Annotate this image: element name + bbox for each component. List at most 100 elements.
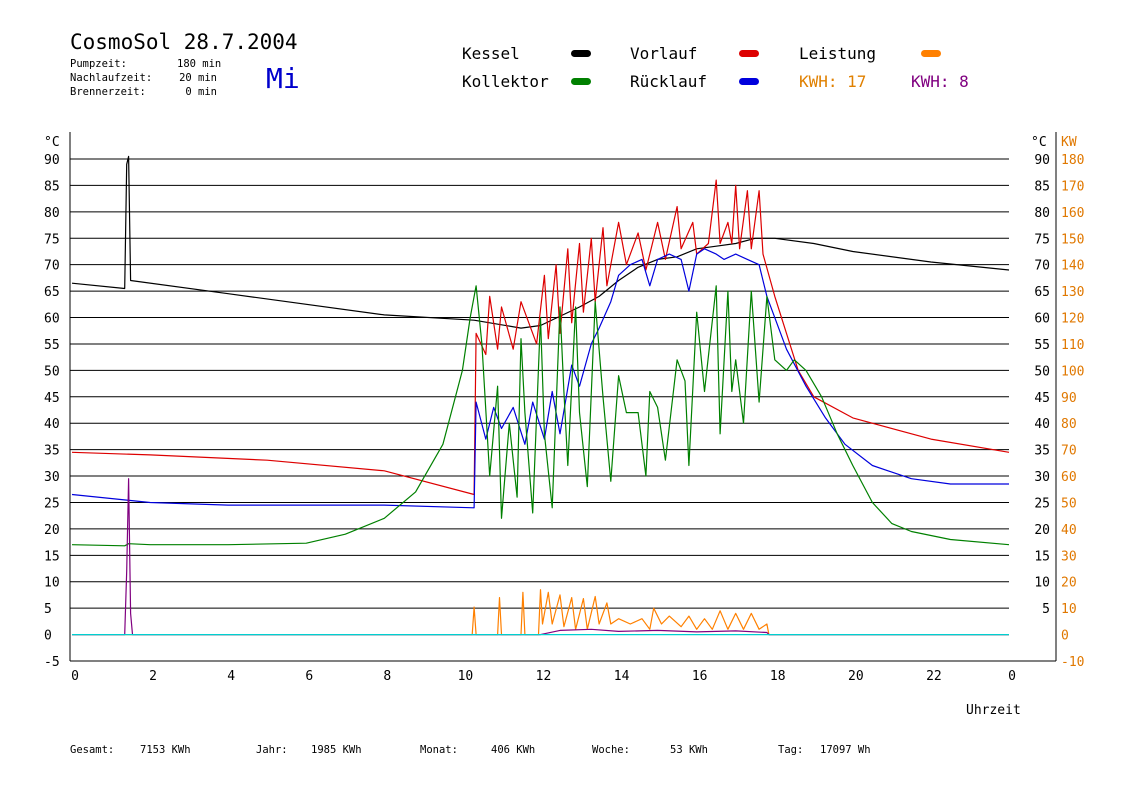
- y-tick-label-left: 40: [44, 417, 60, 432]
- y-tick-label-left: 65: [44, 285, 60, 300]
- y-tick-label-right-kw: 100: [1061, 364, 1084, 379]
- x-tick-label: 16: [692, 669, 708, 684]
- y-tick-label-right-c: 15: [1034, 549, 1050, 564]
- series-r-cklauf: [71, 248, 1009, 509]
- series-vorlauf: [71, 179, 1010, 496]
- y-tick-label-right-kw: 130: [1061, 285, 1084, 300]
- y-tick-label-right-c: 50: [1034, 364, 1050, 379]
- y-tick-label-left: 10: [44, 576, 60, 591]
- y-tick-label-left: 45: [44, 391, 60, 406]
- y-tick-label-right-kw: 140: [1061, 259, 1084, 274]
- y-tick-label-left: 5: [44, 602, 52, 617]
- legend-vorlauf-label: Vorlauf: [630, 44, 698, 63]
- footer-tag-value: 17097 Wh: [820, 744, 871, 756]
- y-tick-label-right-c: 90: [1034, 153, 1050, 168]
- series-kollektor: [71, 285, 1010, 547]
- y-axis-unit-right: °C: [1031, 135, 1047, 150]
- y-tick-label-left: 30: [44, 470, 60, 485]
- y-tick-label-left: -5: [44, 655, 60, 670]
- y-tick-label-right-kw: 80: [1061, 417, 1077, 432]
- footer-woche-label: Woche:: [592, 744, 630, 756]
- y-tick-label-right-c: 55: [1034, 338, 1050, 353]
- y-tick-label-right-kw: 170: [1061, 179, 1084, 194]
- y-tick-label-left: 25: [44, 496, 60, 511]
- y-tick-label-left: 50: [44, 364, 60, 379]
- footer-jahr-value: 1985 KWh: [311, 744, 362, 756]
- legend-kessel-label: Kessel: [462, 44, 520, 63]
- y-tick-label-right-c: 70: [1034, 259, 1050, 274]
- legend-kessel-swatch: [571, 50, 591, 57]
- x-tick-label: 18: [770, 669, 786, 684]
- y-tick-label-right-kw: 70: [1061, 444, 1077, 459]
- y-tick-label-left: 55: [44, 338, 60, 353]
- y-tick-label-left: 70: [44, 259, 60, 274]
- y-tick-label-left: 60: [44, 312, 60, 327]
- y-tick-label-right-c: 20: [1034, 523, 1050, 538]
- x-axis-label: Uhrzeit: [966, 703, 1021, 718]
- param-value-brennerzeit: 0 min: [185, 86, 217, 98]
- y-tick-label-right-c: 85: [1034, 179, 1050, 194]
- weekday-label: Mi: [266, 62, 300, 95]
- y-axis-unit-kw: KW: [1061, 135, 1077, 150]
- y-tick-label-right-kw: 20: [1061, 576, 1077, 591]
- y-tick-label-right-kw: 50: [1061, 496, 1077, 511]
- x-tick-label: 2: [149, 669, 157, 684]
- footer-woche-value: 53 KWh: [670, 744, 708, 756]
- y-tick-label-right-kw: 150: [1061, 232, 1084, 247]
- y-tick-label-left: 20: [44, 523, 60, 538]
- legend-kwh-secondary: KWH: 8: [911, 72, 969, 91]
- y-tick-label-right-kw: 110: [1061, 338, 1084, 353]
- y-axis-unit-left: °C: [44, 135, 60, 150]
- y-tick-label-right-kw: 60: [1061, 470, 1077, 485]
- param-label-pumpzeit: Pumpzeit:: [70, 58, 127, 70]
- footer-tag-label: Tag:: [778, 744, 804, 756]
- y-tick-label-right-kw: 120: [1061, 312, 1084, 327]
- legend-kollektor-swatch: [571, 78, 591, 85]
- y-tick-label-right-kw: 0: [1061, 629, 1069, 644]
- legend-kwh-leistung: KWH: 17: [799, 72, 867, 91]
- y-tick-label-left: 0: [44, 629, 52, 644]
- y-tick-label-left: 35: [44, 444, 60, 459]
- y-tick-label-left: 80: [44, 206, 60, 221]
- param-value-nachlaufzeit: 20 min: [179, 72, 217, 84]
- x-tick-label: 14: [614, 669, 630, 684]
- footer-monat-label: Monat:: [420, 744, 458, 756]
- legend-ruecklauf-swatch: [739, 78, 759, 85]
- legend-leistung-swatch: [921, 50, 941, 57]
- x-tick-label: 0: [71, 669, 79, 684]
- y-tick-label-right-c: 30: [1034, 470, 1050, 485]
- y-tick-label-right-kw: 180: [1061, 153, 1084, 168]
- legend-leistung-label: Leistung: [799, 44, 877, 63]
- y-tick-label-right-kw: -10: [1061, 655, 1084, 670]
- y-tick-label-left: 85: [44, 179, 60, 194]
- y-tick-label-right-c: 65: [1034, 285, 1050, 300]
- y-tick-label-right-c: 35: [1034, 444, 1050, 459]
- y-tick-label-right-kw: 40: [1061, 523, 1077, 538]
- y-tick-label-right-kw: 90: [1061, 391, 1077, 406]
- series-kessel: [71, 155, 1010, 329]
- param-label-nachlaufzeit: Nachlaufzeit:: [70, 72, 153, 84]
- y-tick-label-right-c: 75: [1034, 232, 1050, 247]
- y-tick-label-right-kw: 160: [1061, 206, 1084, 221]
- footer-gesamt-value: 7153 KWh: [140, 744, 191, 756]
- footer-monat-value: 406 KWh: [491, 744, 536, 756]
- y-tick-label-right-c: 10: [1034, 576, 1050, 591]
- y-tick-label-left: 90: [44, 153, 60, 168]
- y-tick-label-right-c: 40: [1034, 417, 1050, 432]
- x-tick-label: 0: [1008, 669, 1016, 684]
- y-tick-label-right-c: 80: [1034, 206, 1050, 221]
- legend-kollektor-label: Kollektor: [462, 72, 549, 91]
- footer-jahr-label: Jahr:: [256, 744, 288, 756]
- y-tick-label-right-c: 45: [1034, 391, 1050, 406]
- x-tick-label: 10: [458, 669, 474, 684]
- footer-gesamt-label: Gesamt:: [70, 744, 115, 756]
- page-title: CosmoSol 28.7.2004: [70, 30, 298, 54]
- legend-vorlauf-swatch: [739, 50, 759, 57]
- x-tick-label: 8: [383, 669, 391, 684]
- param-value-pumpzeit: 180 min: [177, 58, 222, 70]
- x-tick-label: 20: [848, 669, 864, 684]
- y-tick-label-right-c: 5: [1042, 602, 1050, 617]
- series-kwh-8: [72, 478, 1009, 636]
- series-leistung: [72, 589, 1009, 636]
